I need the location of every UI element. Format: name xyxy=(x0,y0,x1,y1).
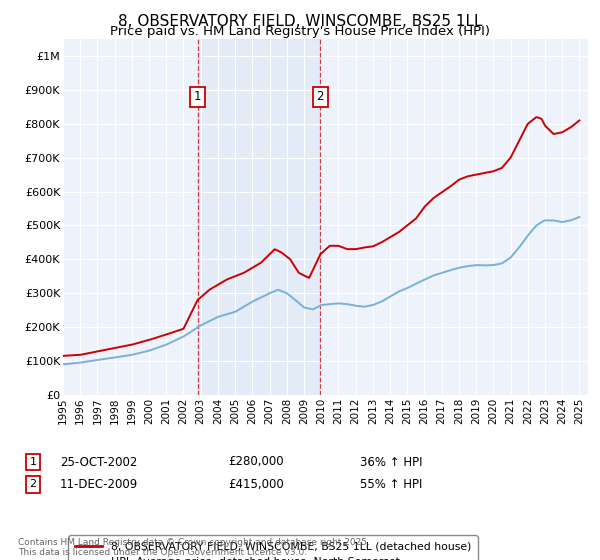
Text: 11-DEC-2009: 11-DEC-2009 xyxy=(60,478,138,491)
Text: £415,000: £415,000 xyxy=(228,478,284,491)
Text: £280,000: £280,000 xyxy=(228,455,284,469)
Text: 25-OCT-2002: 25-OCT-2002 xyxy=(60,455,137,469)
Text: 2: 2 xyxy=(29,479,37,489)
Bar xyxy=(197,39,320,395)
Text: 1: 1 xyxy=(194,90,202,103)
Text: 8, OBSERVATORY FIELD, WINSCOMBE, BS25 1LL: 8, OBSERVATORY FIELD, WINSCOMBE, BS25 1L… xyxy=(118,14,482,29)
Text: Contains HM Land Registry data © Crown copyright and database right 2025.
This d: Contains HM Land Registry data © Crown c… xyxy=(18,538,370,557)
Legend: 8, OBSERVATORY FIELD, WINSCOMBE, BS25 1LL (detached house), HPI: Average price, : 8, OBSERVATORY FIELD, WINSCOMBE, BS25 1L… xyxy=(68,535,478,560)
Text: Price paid vs. HM Land Registry's House Price Index (HPI): Price paid vs. HM Land Registry's House … xyxy=(110,25,490,38)
Text: 2: 2 xyxy=(317,90,324,103)
Text: 36% ↑ HPI: 36% ↑ HPI xyxy=(360,455,422,469)
Text: 55% ↑ HPI: 55% ↑ HPI xyxy=(360,478,422,491)
Text: 1: 1 xyxy=(29,457,37,467)
